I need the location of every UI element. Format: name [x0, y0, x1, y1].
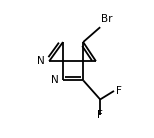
Text: F: F: [97, 110, 103, 120]
Text: N: N: [37, 56, 45, 66]
Text: N: N: [51, 75, 59, 85]
Text: Br: Br: [101, 14, 113, 24]
Text: F: F: [116, 86, 122, 96]
